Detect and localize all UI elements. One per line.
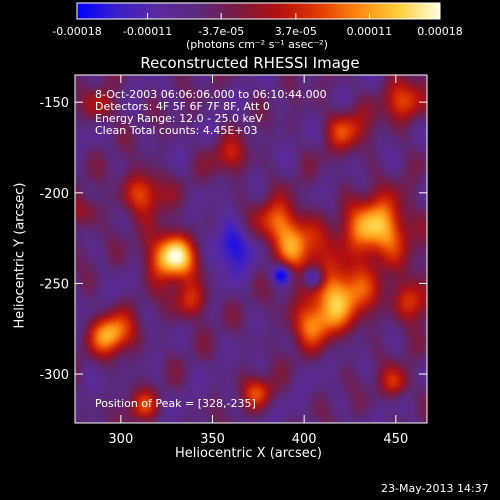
colorbar-tick-label: -3.7e-05	[198, 25, 244, 38]
colorbar-tick-label: 3.7e-05	[275, 25, 317, 38]
annotation-detectors: Detectors: 4F 5F 6F 7F 8F, Att 0	[95, 100, 270, 113]
x-axis-ticks: 300 350 400 450	[108, 75, 408, 447]
colorbar-bar	[76, 2, 441, 20]
annotation-time-range: 8-Oct-2003 06:06:06.000 to 06:10:44.000	[95, 88, 327, 101]
y-axis-label: Heliocentric Y (arcsec)	[12, 182, 28, 329]
annotation-method: Clean Total counts: 4.45E+03	[95, 124, 258, 137]
colorbar-ticks: -0.00018 -0.00011 -3.7e-05 3.7e-05 0.00011 0.…	[52, 13, 463, 38]
chart-title: Reconstructed RHESSI Image	[140, 54, 360, 72]
colorbar-unit-label: (photons cm⁻² s⁻¹ asec⁻²)	[186, 38, 328, 51]
y-tick-label: -250	[39, 277, 69, 292]
x-axis-label: Heliocentric X (arcsec)	[175, 446, 322, 461]
y-tick-label: -200	[39, 187, 69, 202]
plot-frame	[74, 74, 428, 424]
colorbar-tick-label: -0.00011	[123, 25, 172, 38]
x-tick-label: 450	[383, 432, 408, 447]
y-tick-label: -300	[39, 368, 69, 383]
heatmap-image	[75, 75, 427, 423]
footer-date: 23-May-2013 14:37	[381, 482, 489, 495]
x-tick-label: 400	[292, 432, 317, 447]
x-tick-label: 300	[108, 432, 133, 447]
x-tick-label: 350	[200, 432, 225, 447]
colorbar-tick-label: -0.00018	[52, 25, 101, 38]
annotation-peak-position: Position of Peak = [328,-235]	[95, 397, 256, 410]
annotation-energy: Energy Range: 12.0 - 25.0 keV	[95, 112, 263, 125]
colorbar-tick-label: 0.00011	[347, 25, 393, 38]
colorbar-tick-label: 0.00018	[417, 25, 463, 38]
y-tick-label: -150	[39, 96, 69, 111]
y-axis-ticks: -150 -200 -250 -300	[39, 96, 427, 383]
colorbar: -0.00018 -0.00011 -3.7e-05 3.7e-05 0.00011 0.…	[52, 2, 463, 38]
